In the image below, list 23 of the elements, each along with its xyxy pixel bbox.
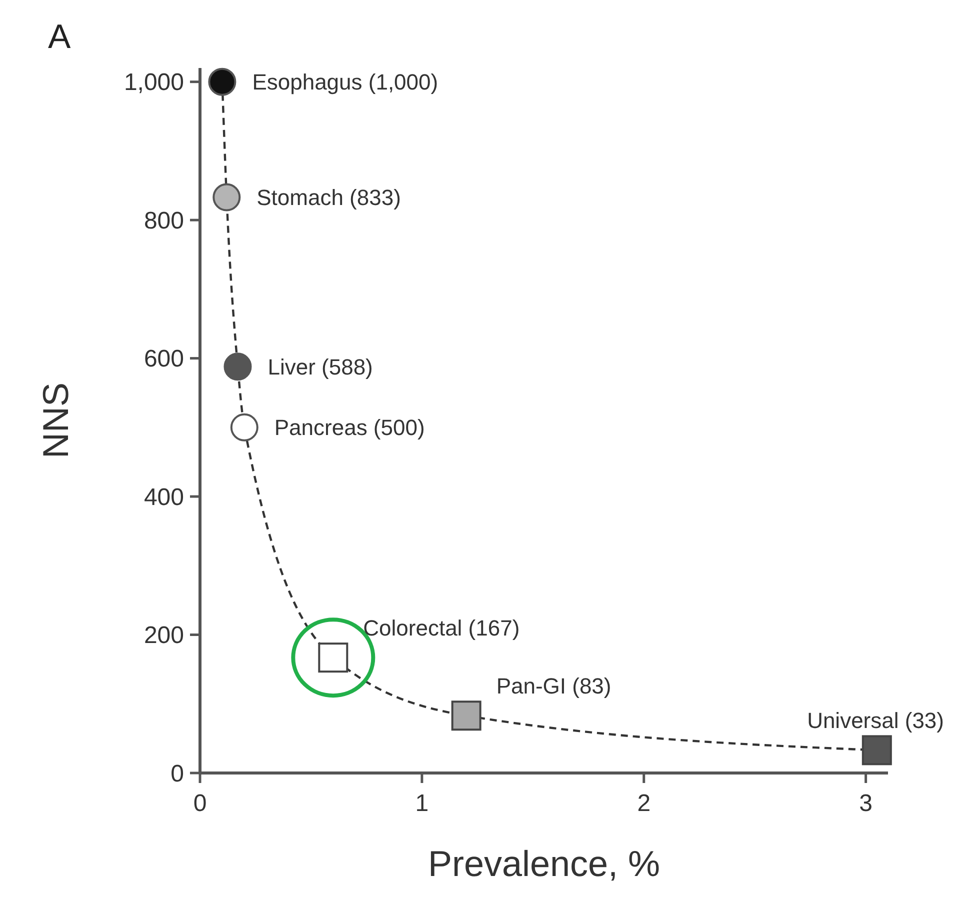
- point: [208, 68, 236, 96]
- y-tick-label: 800: [144, 207, 184, 234]
- y-tick-label: 400: [144, 484, 184, 511]
- y-tick-label: 1,000: [124, 69, 184, 96]
- x-tick-label: 0: [193, 790, 207, 817]
- point: [212, 183, 241, 212]
- y-tick-label: 0: [170, 760, 184, 788]
- data-label: Stomach (833): [256, 184, 401, 210]
- data-label: Universal (33): [807, 708, 944, 733]
- data-label: Esophagus (1,000): [252, 70, 438, 95]
- data-label: Pancreas (500): [274, 415, 425, 440]
- x-tick-label: 3: [859, 790, 872, 817]
- y-axis-title: NNS: [35, 382, 76, 459]
- data-label: Colorectal (167): [363, 615, 520, 640]
- x-tick-label: 1: [415, 790, 429, 817]
- point: [451, 700, 482, 731]
- data-label: Liver (588): [268, 354, 373, 380]
- x-tick-label: 2: [637, 790, 651, 817]
- y-tick-label: 200: [144, 622, 184, 650]
- y-tick-label: 600: [144, 346, 184, 373]
- data-label: Pan-GI (83): [496, 673, 612, 698]
- x-axis-title: Prevalence, %: [428, 843, 660, 884]
- chart-title: A: [48, 18, 71, 56]
